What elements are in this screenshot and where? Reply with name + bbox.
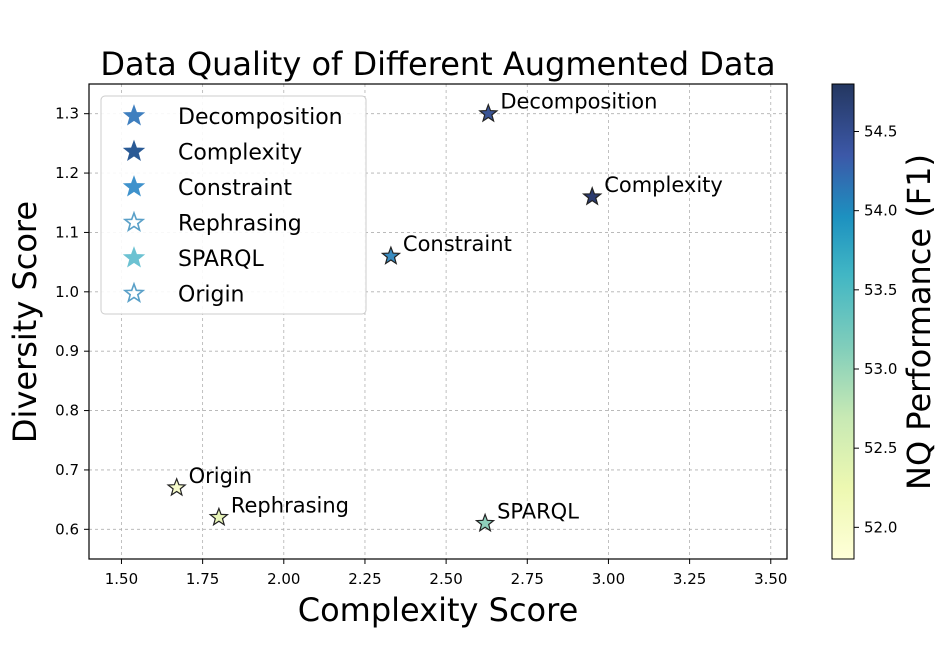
legend-star-icon <box>122 104 146 126</box>
data-point-star <box>208 506 230 527</box>
legend-star-icon <box>122 139 146 162</box>
colorbar-tick-label: 54.0 <box>864 202 897 220</box>
data-point-star <box>166 477 187 497</box>
y-axis-title: Diversity Score <box>6 201 44 443</box>
x-tick-label: 3.00 <box>592 570 625 588</box>
legend-star-icon <box>122 281 146 304</box>
legend-label: Complexity <box>178 141 302 166</box>
y-tick-label: 0.8 <box>55 402 79 420</box>
axis-ticks: 1.50 1.75 2.00 2.25 2.50 2.75 3.00 3.25 3.50 0.6 0… <box>55 105 787 588</box>
data-point-star <box>380 245 402 265</box>
x-tick-label: 2.25 <box>348 570 381 588</box>
legend-star-icon <box>122 175 146 197</box>
legend-star-icon <box>122 246 146 268</box>
legend-label: Decomposition <box>178 105 343 130</box>
y-tick-label: 1.1 <box>55 223 79 241</box>
x-tick-label: 3.25 <box>673 570 706 588</box>
legend-label: Origin <box>178 283 245 308</box>
legend-box <box>100 95 367 315</box>
legend-label: SPARQL <box>178 247 264 272</box>
data-point-star <box>474 512 496 533</box>
y-tick-label: 1.2 <box>55 164 79 182</box>
colorbar-ticks: 52.0 52.5 53.0 53.5 54.0 54.5 <box>854 123 897 536</box>
colorbar-tick-label: 54.5 <box>864 123 897 141</box>
colorbar-tick-label: 53.0 <box>864 360 897 378</box>
legend-star-icon <box>122 210 146 233</box>
colorbar-tick-label: 52.5 <box>864 439 897 457</box>
x-tick-label: 2.50 <box>429 570 462 588</box>
y-tick-label: 0.6 <box>55 520 79 538</box>
x-tick-label: 1.50 <box>105 570 138 588</box>
legend-label: Constraint <box>178 176 292 201</box>
colorbar: 52.0 52.5 53.0 53.5 54.0 54.5 NQ Performance … <box>831 83 938 560</box>
x-tick-label: 2.00 <box>267 570 300 588</box>
legend: Decomposition Complexity Constraint Rephras… <box>100 95 367 315</box>
colorbar-gradient <box>831 83 855 560</box>
x-tick-label: 2.75 <box>511 570 544 588</box>
data-point-label: Origin <box>189 464 252 488</box>
data-point-label: Rephrasing <box>231 493 349 517</box>
colorbar-tick-label: 52.0 <box>864 518 897 536</box>
data-point-label: Complexity <box>604 173 723 197</box>
x-tick-label: 1.75 <box>186 570 219 588</box>
y-tick-label: 1.3 <box>55 105 79 123</box>
y-tick-label: 0.9 <box>55 342 79 360</box>
legend-label: Rephrasing <box>178 212 302 237</box>
x-axis-title: Complexity Score <box>298 591 579 629</box>
data-point-label: SPARQL <box>497 499 579 523</box>
chart-title: Data Quality of Different Augmented Data <box>100 45 775 83</box>
data-point-label: Decomposition <box>500 90 657 114</box>
y-tick-label: 1.0 <box>55 283 79 301</box>
plot-area: 1.50 1.75 2.00 2.25 2.50 2.75 3.00 3.25 3.50 0.6 0… <box>55 83 788 588</box>
x-tick-label: 3.50 <box>754 570 787 588</box>
y-tick-label: 0.7 <box>55 461 79 479</box>
plot-frame <box>88 83 788 560</box>
data-points: Decomposition Complexity Constraint Rephras… <box>166 90 723 533</box>
colorbar-tick-label: 53.5 <box>864 281 897 299</box>
colorbar-title: NQ Performance (F1) <box>900 154 938 490</box>
data-point-label: Constraint <box>403 232 512 256</box>
data-point-star <box>478 102 499 123</box>
data-point-star <box>581 186 603 206</box>
